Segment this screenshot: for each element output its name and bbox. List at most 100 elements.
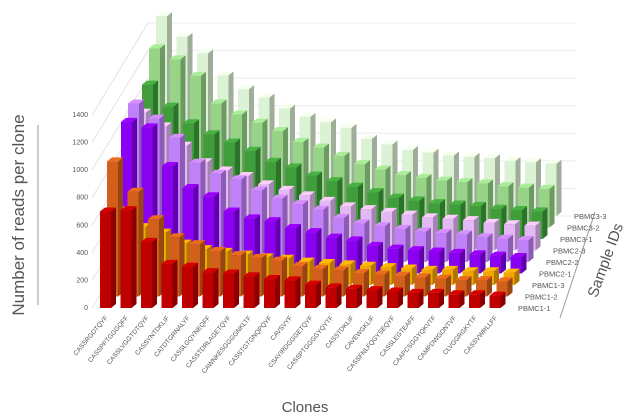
bar-top <box>422 148 439 153</box>
bar <box>284 276 301 308</box>
bar <box>497 234 513 262</box>
bar-top <box>346 284 362 289</box>
bar-top <box>538 184 555 189</box>
bar-top <box>230 175 247 180</box>
bar-front <box>284 280 296 308</box>
bar-front <box>510 256 522 274</box>
bar-top <box>161 259 178 264</box>
bar-front <box>285 228 296 274</box>
bar <box>100 207 116 308</box>
bar-top <box>504 156 521 161</box>
x-tick-label: CAMPDWGDNTVF <box>416 315 458 363</box>
bar-side <box>542 207 548 239</box>
bar-top <box>340 202 356 207</box>
bar-side <box>419 246 424 274</box>
bar-top <box>312 264 328 269</box>
bar-side <box>172 259 178 308</box>
z-axis-title: Sample IDs <box>585 221 627 300</box>
bar-side <box>357 236 363 274</box>
bar-top <box>483 218 500 223</box>
bar-top <box>210 99 227 104</box>
bar-top <box>107 157 123 162</box>
bar-top <box>476 275 492 280</box>
bar <box>182 262 198 308</box>
bar-top <box>251 118 268 123</box>
bar-top <box>332 266 349 271</box>
bar-top <box>407 288 424 293</box>
bar-top <box>326 233 342 238</box>
bar-side <box>425 273 431 297</box>
bar-front <box>305 284 316 308</box>
bar-top <box>395 171 411 176</box>
bar-top <box>149 44 165 49</box>
bar-top <box>347 182 363 187</box>
bar-top <box>367 188 384 193</box>
bar-top <box>320 118 336 123</box>
bar-top <box>333 151 350 156</box>
bar-side <box>275 275 280 308</box>
bar-front <box>243 276 255 308</box>
bar-top <box>127 187 144 192</box>
bar <box>428 288 444 308</box>
series-label: PBMC3-1 <box>560 235 593 244</box>
bar-side <box>466 275 472 297</box>
bar-top <box>162 102 179 107</box>
grid-line <box>91 77 149 171</box>
bar-side <box>535 221 541 251</box>
bar-top <box>381 140 398 145</box>
bar-top <box>230 251 246 256</box>
bar-top <box>360 205 377 210</box>
bar-side <box>508 234 513 262</box>
bar-side <box>193 262 198 308</box>
bar-side <box>378 241 383 274</box>
bar-top <box>258 180 274 185</box>
bar-side <box>439 247 445 274</box>
bar-top <box>380 263 397 268</box>
bar-top <box>470 201 486 206</box>
bar-side <box>487 275 492 297</box>
bar-front <box>476 279 487 297</box>
bar-front <box>387 248 399 274</box>
bar-front <box>100 211 111 308</box>
bar-top <box>209 247 226 252</box>
bar-front <box>367 245 378 274</box>
bar-side <box>500 291 506 308</box>
bar-side <box>460 248 465 274</box>
bar <box>414 273 431 297</box>
bar-top <box>121 117 137 122</box>
bar-top <box>497 182 514 187</box>
bar-top <box>429 199 445 204</box>
bar-front <box>203 196 214 274</box>
bar-top <box>456 230 472 235</box>
bar-top <box>285 163 302 168</box>
bar-top <box>292 200 308 205</box>
bar-top <box>394 271 410 276</box>
bar-top <box>373 270 390 275</box>
bar-top <box>203 130 220 135</box>
bar-top <box>333 213 349 218</box>
bar-front <box>497 238 508 262</box>
bar-side <box>398 287 403 308</box>
bar-top <box>291 262 308 267</box>
bar-top <box>244 214 260 219</box>
bar-front <box>120 210 132 308</box>
bar-top <box>148 215 164 220</box>
bar-side <box>152 237 157 308</box>
bar-top <box>366 286 383 291</box>
bar-side <box>405 271 410 297</box>
bar-top <box>292 138 309 143</box>
bar-side <box>514 268 520 285</box>
bar-top <box>100 207 116 212</box>
bar-side <box>213 268 219 308</box>
bar <box>202 268 219 308</box>
bar-top <box>258 93 275 98</box>
bar-side <box>295 276 301 308</box>
bar-top <box>305 228 322 233</box>
bar-front <box>428 292 439 308</box>
bar-top <box>496 277 513 282</box>
bar-side <box>336 283 342 308</box>
bar-front <box>264 279 275 308</box>
bar-front <box>346 288 357 308</box>
bar-front <box>366 290 378 308</box>
bar-top <box>203 192 219 197</box>
